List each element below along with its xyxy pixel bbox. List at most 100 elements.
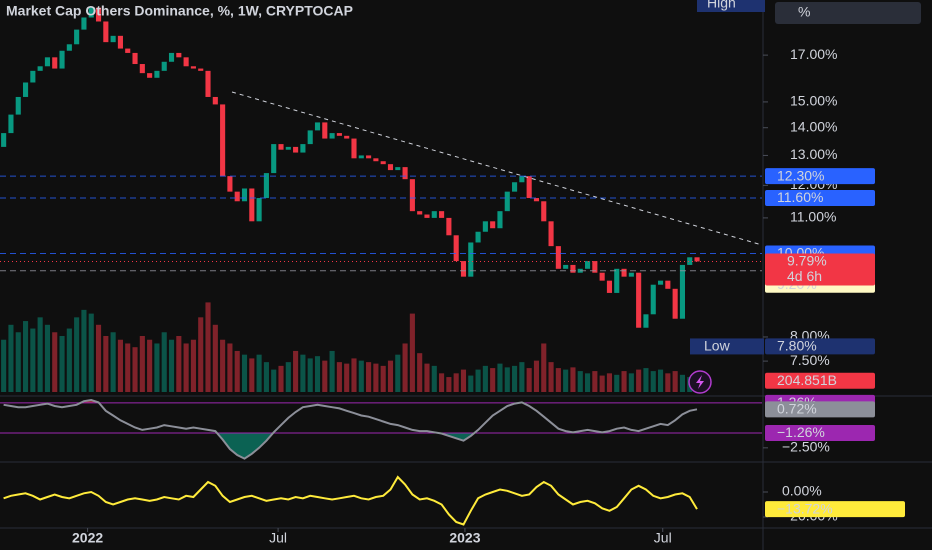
- candle-body: [482, 221, 488, 232]
- volume-bar: [59, 336, 65, 392]
- candle-body: [30, 70, 36, 83]
- y-tick-label: 11.00%: [790, 209, 836, 225]
- volume-bar: [548, 362, 554, 392]
- indicator-line: [3, 475, 698, 526]
- volume-bar: [512, 365, 518, 392]
- volume-bar: [190, 339, 196, 392]
- volume-bar: [183, 343, 189, 392]
- candle-body: [541, 201, 547, 222]
- y-tick-label: 15.00%: [790, 93, 837, 109]
- volume-bar: [22, 321, 29, 392]
- volume-bar: [74, 317, 80, 392]
- volume-bar: [643, 368, 649, 392]
- candle-body: [533, 198, 540, 202]
- volume-bar: [1, 339, 7, 392]
- candle-body: [657, 280, 664, 285]
- volume-bar: [672, 371, 678, 392]
- candle-body: [599, 272, 605, 281]
- candle-body: [512, 182, 518, 192]
- candle-body: [344, 135, 350, 139]
- candle-body: [198, 68, 204, 71]
- candle-body: [176, 52, 182, 58]
- candle-body: [526, 176, 532, 199]
- candle-body: [293, 146, 299, 153]
- x-tick-label: 2023: [449, 530, 480, 546]
- candle-body: [358, 155, 364, 159]
- y-tick-label: 17.00%: [790, 46, 837, 62]
- candle-body: [52, 57, 58, 69]
- volume-bar: [285, 362, 291, 392]
- plot: [1, 7, 700, 392]
- volume-bar: [161, 332, 167, 392]
- candle-body: [614, 268, 620, 293]
- volume-bar: [555, 368, 561, 392]
- volume-bar: [679, 374, 685, 392]
- volume-bar: [533, 360, 540, 392]
- volume-bar: [307, 358, 313, 392]
- y-tick-label: −2.50%: [782, 439, 830, 455]
- candle-body: [132, 52, 138, 65]
- candle-body: [15, 96, 21, 115]
- candle-body: [44, 57, 50, 67]
- candle-body: [285, 146, 291, 150]
- candle-body: [643, 314, 649, 328]
- candle-body: [548, 221, 554, 247]
- volume-bar: [621, 371, 627, 392]
- volume-bar: [37, 317, 43, 392]
- volume-bar: [125, 343, 131, 392]
- candle-body: [453, 235, 459, 262]
- volume-bar: [44, 324, 50, 392]
- candle-body: [446, 217, 452, 236]
- y-tick-label: 0.00%: [782, 483, 822, 499]
- candle-body: [555, 246, 561, 269]
- volume-bar: [657, 369, 664, 392]
- candle-body: [1, 133, 7, 147]
- volume-bar: [424, 363, 430, 392]
- candle-body: [490, 221, 496, 229]
- volume-bar: [110, 332, 116, 392]
- volume-bar: [606, 373, 613, 392]
- candle-body: [366, 155, 372, 159]
- candle-body: [227, 176, 233, 192]
- candle-body: [322, 122, 328, 139]
- volume-badge: [765, 372, 875, 389]
- volume-bar: [628, 373, 634, 392]
- candle-body: [22, 82, 29, 97]
- volume-bar: [220, 339, 226, 392]
- volume-bar: [344, 363, 350, 392]
- candle-body: [37, 66, 43, 71]
- candle-body: [504, 191, 510, 212]
- volume-bar: [497, 363, 503, 392]
- scale-button-label[interactable]: %: [798, 4, 810, 20]
- candle-body: [679, 264, 685, 319]
- volume-bar: [395, 354, 401, 392]
- candle-body: [336, 133, 342, 136]
- indicator-last-badge: [765, 401, 875, 418]
- candle-body: [665, 280, 671, 289]
- volume-bar: [132, 347, 138, 392]
- scale-button[interactable]: [775, 2, 921, 24]
- candle-body: [585, 261, 591, 269]
- y-tick-label: 14.00%: [790, 118, 837, 134]
- candle-body: [563, 264, 569, 269]
- candle-body: [95, 7, 102, 22]
- candle-body: [256, 198, 262, 222]
- candle-body: [234, 191, 240, 202]
- candle-body: [139, 64, 145, 74]
- candle-body: [81, 17, 87, 30]
- high-label: High: [707, 0, 736, 11]
- volume-bar: [249, 358, 255, 392]
- candle-body: [147, 73, 153, 78]
- candle-body: [387, 164, 394, 171]
- volume-bar: [117, 339, 123, 392]
- volume-bar: [66, 328, 72, 392]
- chart-title: Market Cap Others Dominance, %, 1W, CRYP…: [6, 3, 353, 19]
- candle-body: [307, 130, 313, 145]
- volume-bar: [300, 354, 306, 392]
- candle-body: [66, 44, 72, 51]
- price-badge: [765, 190, 875, 207]
- candle-body: [672, 288, 678, 319]
- volume-bar: [366, 362, 372, 392]
- volume-bar: [293, 350, 299, 392]
- indicator-line: [3, 398, 698, 460]
